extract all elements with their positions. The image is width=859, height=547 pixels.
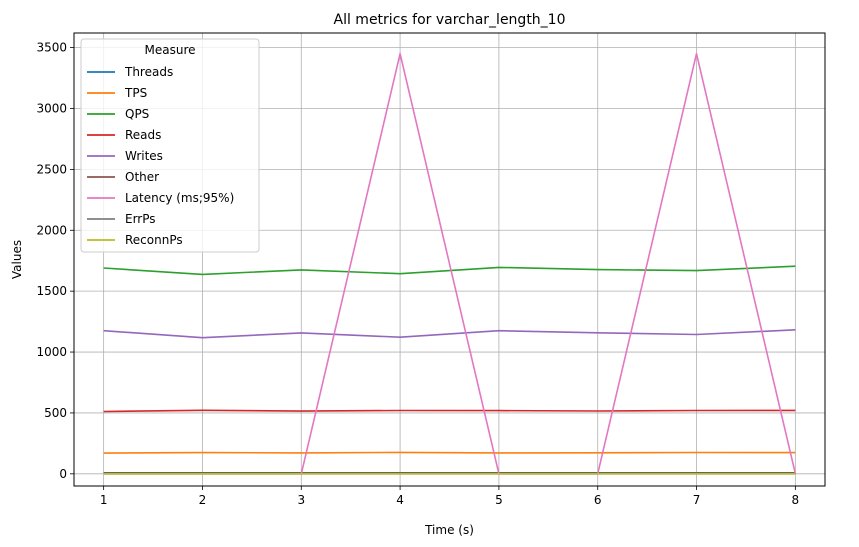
legend-entry-label: QPS xyxy=(125,107,149,121)
legend-entry-label: Other xyxy=(125,170,159,184)
x-axis: 1 2 3 4 5 6 7 8 xyxy=(100,486,799,507)
legend-title: Measure xyxy=(145,43,196,57)
x-tick-label: 8 xyxy=(792,493,800,507)
y-tick-label: 2000 xyxy=(36,223,67,237)
y-axis: 0 500 1000 1500 2000 2500 3000 3500 xyxy=(36,41,74,481)
chart-title: All metrics for varchar_length_10 xyxy=(334,12,566,28)
legend-box xyxy=(80,38,260,253)
legend-entry-label: ReconnPs xyxy=(125,233,183,247)
series-line-qps xyxy=(103,265,796,276)
x-tick-label: 7 xyxy=(693,493,701,507)
legend-entry-label: Writes xyxy=(125,149,163,163)
legend: Measure Threads TPS QPS Reads Writes Other Lat… xyxy=(80,38,260,253)
x-axis-label: Time (s) xyxy=(424,523,474,537)
x-tick-label: 5 xyxy=(495,493,503,507)
plot-frame xyxy=(73,32,826,487)
legend-entry-label: ErrPs xyxy=(125,212,156,226)
y-tick-label: 500 xyxy=(44,406,67,420)
y-tick-label: 3500 xyxy=(36,41,67,55)
y-tick-label: 2500 xyxy=(36,162,67,176)
legend-entry-label: TPS xyxy=(124,86,147,100)
y-tick-label: 1500 xyxy=(36,284,67,298)
series-line-reads xyxy=(103,409,796,413)
x-tick-label: 6 xyxy=(594,493,602,507)
y-tick-label: 1000 xyxy=(36,345,67,359)
grid xyxy=(74,33,825,486)
series-line-tps xyxy=(103,451,796,454)
x-tick-label: 3 xyxy=(297,493,305,507)
y-tick-label: 0 xyxy=(59,467,67,481)
legend-entry-label: Threads xyxy=(124,65,173,79)
x-tick-label: 2 xyxy=(199,493,207,507)
x-tick-label: 1 xyxy=(100,493,108,507)
series-line-writes xyxy=(103,329,796,339)
legend-entry-label: Reads xyxy=(125,128,161,142)
legend-entry-label: Latency (ms;95%) xyxy=(125,191,234,205)
y-axis-label: Values xyxy=(10,240,24,279)
x-tick-label: 4 xyxy=(396,493,404,507)
series-layer xyxy=(103,52,797,475)
y-tick-label: 3000 xyxy=(36,102,67,116)
